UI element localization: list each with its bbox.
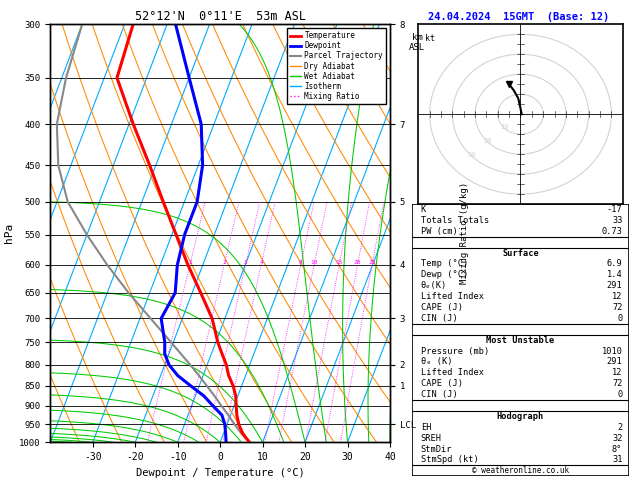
Text: Hodograph: Hodograph xyxy=(497,412,544,421)
Text: CAPE (J): CAPE (J) xyxy=(421,379,463,388)
Text: kt: kt xyxy=(425,35,435,43)
Text: Most Unstable: Most Unstable xyxy=(486,336,555,345)
Text: CIN (J): CIN (J) xyxy=(421,390,457,399)
Text: 1: 1 xyxy=(188,260,192,265)
Text: Lifted Index: Lifted Index xyxy=(421,292,484,301)
Text: Totals Totals: Totals Totals xyxy=(421,216,489,225)
Text: Lifted Index: Lifted Index xyxy=(421,368,484,377)
Text: 291: 291 xyxy=(607,358,623,366)
Text: 8°: 8° xyxy=(612,445,623,453)
Text: Surface: Surface xyxy=(502,249,539,258)
Text: 3: 3 xyxy=(243,260,247,265)
Text: EH: EH xyxy=(421,423,431,432)
Text: Temp (°C): Temp (°C) xyxy=(421,260,468,268)
Text: 291: 291 xyxy=(607,281,623,290)
Text: 12: 12 xyxy=(612,368,623,377)
Text: CIN (J): CIN (J) xyxy=(421,314,457,323)
Text: 1.4: 1.4 xyxy=(607,270,623,279)
Text: Mixing Ratio (g/kg): Mixing Ratio (g/kg) xyxy=(460,182,469,284)
X-axis label: Dewpoint / Temperature (°C): Dewpoint / Temperature (°C) xyxy=(136,468,304,478)
Text: K: K xyxy=(421,205,426,214)
Text: SREH: SREH xyxy=(421,434,442,443)
Text: 33: 33 xyxy=(612,216,623,225)
Text: 20: 20 xyxy=(484,138,492,144)
Text: Pressure (mb): Pressure (mb) xyxy=(421,347,489,356)
Text: 31: 31 xyxy=(612,455,623,465)
Text: 8: 8 xyxy=(299,260,303,265)
Text: 72: 72 xyxy=(612,303,623,312)
Text: 30: 30 xyxy=(467,153,476,158)
Text: 20: 20 xyxy=(353,260,361,265)
Text: 32: 32 xyxy=(612,434,623,443)
Text: StmDir: StmDir xyxy=(421,445,452,453)
Text: 10: 10 xyxy=(310,260,318,265)
Text: θₑ (K): θₑ (K) xyxy=(421,358,452,366)
Text: Dewp (°C): Dewp (°C) xyxy=(421,270,468,279)
Text: 12: 12 xyxy=(612,292,623,301)
Text: 0: 0 xyxy=(617,314,623,323)
Text: 0.73: 0.73 xyxy=(601,227,623,236)
Text: 2: 2 xyxy=(222,260,226,265)
Text: -17: -17 xyxy=(607,205,623,214)
Text: 10: 10 xyxy=(500,123,508,130)
Text: 0: 0 xyxy=(617,390,623,399)
Text: 4: 4 xyxy=(259,260,263,265)
Text: 1010: 1010 xyxy=(601,347,623,356)
Y-axis label: km
ASL: km ASL xyxy=(409,33,425,52)
Text: © weatheronline.co.uk: © weatheronline.co.uk xyxy=(472,467,569,475)
Y-axis label: hPa: hPa xyxy=(4,223,14,243)
Text: PW (cm): PW (cm) xyxy=(421,227,457,236)
Text: 15: 15 xyxy=(335,260,343,265)
Text: 24.04.2024  15GMT  (Base: 12): 24.04.2024 15GMT (Base: 12) xyxy=(428,12,610,22)
Text: θₑ(K): θₑ(K) xyxy=(421,281,447,290)
Text: 25: 25 xyxy=(369,260,376,265)
Legend: Temperature, Dewpoint, Parcel Trajectory, Dry Adiabat, Wet Adiabat, Isotherm, Mi: Temperature, Dewpoint, Parcel Trajectory… xyxy=(287,28,386,104)
Text: 72: 72 xyxy=(612,379,623,388)
Text: CAPE (J): CAPE (J) xyxy=(421,303,463,312)
Title: 52°12'N  0°11'E  53m ASL: 52°12'N 0°11'E 53m ASL xyxy=(135,10,306,23)
Text: StmSpd (kt): StmSpd (kt) xyxy=(421,455,479,465)
Text: 2: 2 xyxy=(617,423,623,432)
Text: 6.9: 6.9 xyxy=(607,260,623,268)
